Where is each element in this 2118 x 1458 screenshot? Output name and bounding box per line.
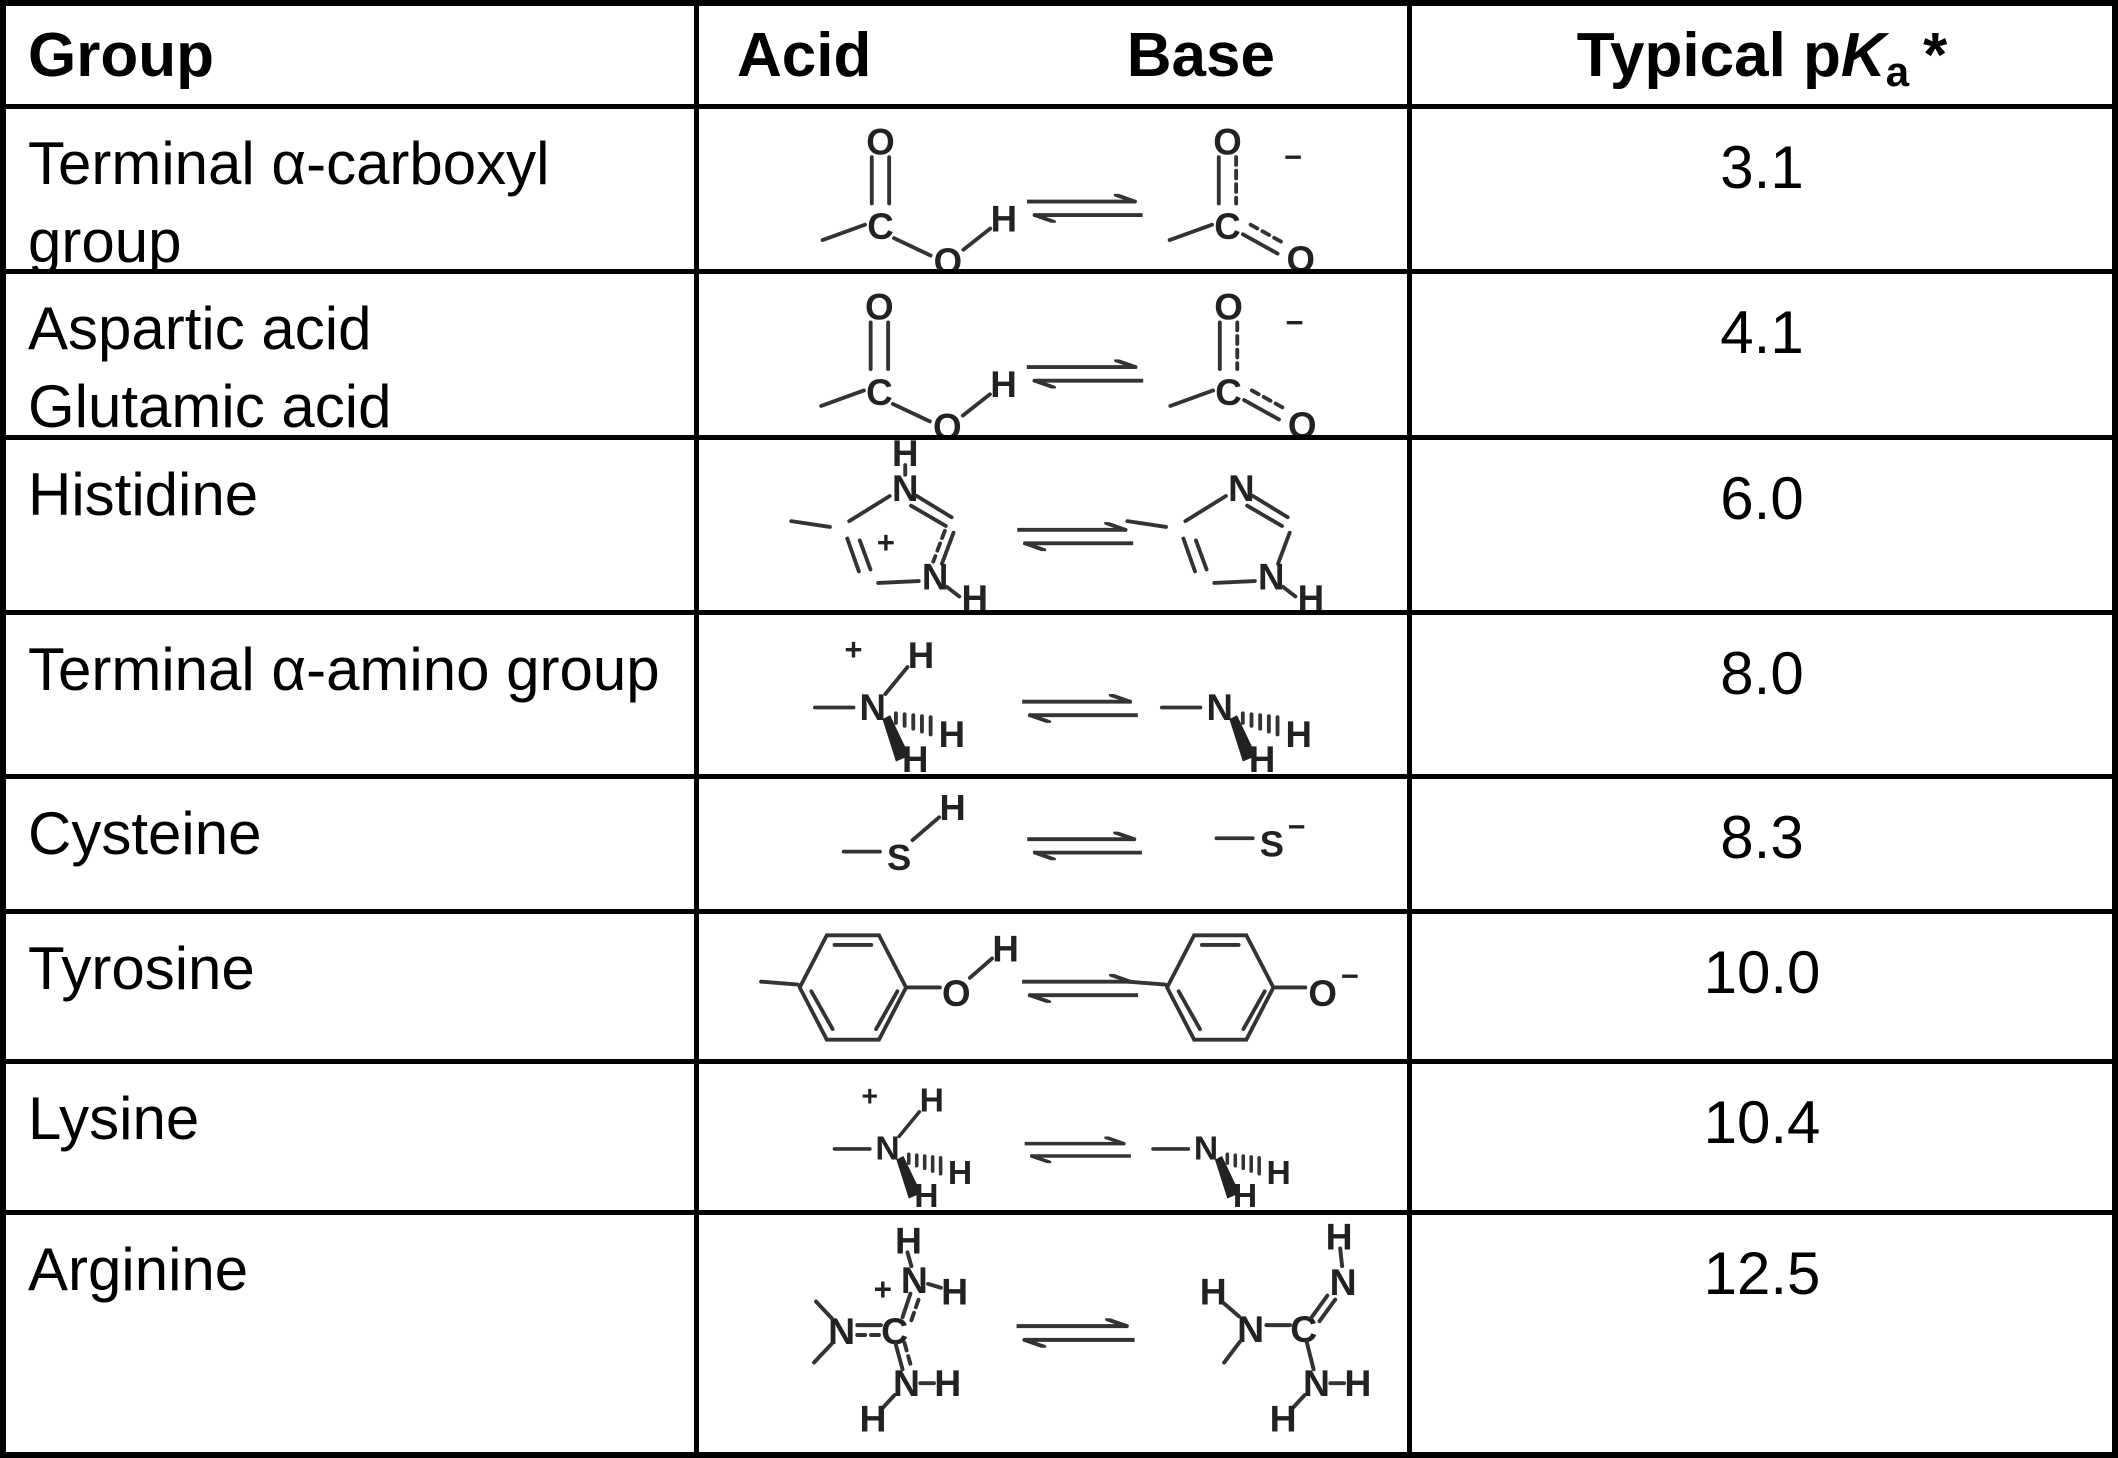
group-label-line: Aspartic acid [28, 295, 372, 362]
pka-cell: 8.3 [1412, 779, 2112, 909]
group-label-line: Histidine [28, 461, 259, 528]
group-cell-arginine: Arginine [6, 1215, 694, 1452]
pka-value: 10.4 [1703, 1089, 1821, 1156]
pka-value: 4.1 [1720, 299, 1804, 366]
group-label-line: Glutamic acid [28, 373, 392, 435]
pka-cell: 10.4 [1412, 1064, 2112, 1210]
group-cell-histidine: Histidine [6, 440, 694, 610]
pka-cell: 6.0 [1412, 440, 2112, 610]
structure-cell-tyrosine [699, 914, 1407, 1059]
imidazole-equilibrium-diagram [699, 440, 1407, 610]
pka-value: 12.5 [1703, 1240, 1821, 1307]
header-pka-prefix: Typical p [1576, 20, 1841, 90]
group-label-line: Arginine [28, 1236, 249, 1303]
carboxyl-equilibrium-diagram [699, 274, 1407, 435]
group-cell-terminal-carboxyl: Terminal α-carboxyl group [6, 109, 694, 269]
pka-cell: 12.5 [1412, 1215, 2112, 1452]
pka-value: 8.3 [1720, 804, 1804, 871]
pka-cell: 3.1 [1412, 109, 2112, 269]
header-group: Group [6, 6, 694, 104]
group-label-line: group [28, 208, 182, 269]
header-acid-base: Acid Base [699, 6, 1407, 104]
header-pka-subscript: a [1885, 48, 1910, 95]
structure-cell-carboxyl [699, 109, 1407, 269]
pka-cell: 4.1 [1412, 274, 2112, 435]
group-label-line: Lysine [28, 1085, 200, 1152]
amino-equilibrium-diagram [699, 615, 1407, 774]
pka-value: 6.0 [1720, 465, 1804, 532]
pka-value: 8.0 [1720, 640, 1804, 707]
pka-cell: 8.0 [1412, 615, 2112, 774]
header-group-label: Group [28, 20, 214, 90]
carboxyl-equilibrium-diagram [699, 109, 1407, 269]
header-acid-label: Acid [737, 20, 872, 90]
pka-cell: 10.0 [1412, 914, 2112, 1059]
guanidinium-equilibrium-diagram [699, 1215, 1407, 1452]
structure-cell-arginine [699, 1215, 1407, 1452]
structure-cell-carboxyl [699, 274, 1407, 435]
group-cell-lysine: Lysine [6, 1064, 694, 1210]
group-label-line: Terminal α-amino group [28, 636, 660, 703]
pka-value: 10.0 [1703, 939, 1821, 1006]
group-label-line: Terminal α-carboxyl [28, 130, 550, 197]
amino-equilibrium-diagram [699, 1064, 1407, 1210]
structure-cell-histidine [699, 440, 1407, 610]
thiol-equilibrium-diagram [699, 779, 1407, 909]
group-label-line: Tyrosine [28, 935, 255, 1002]
group-label-line: Cysteine [28, 800, 262, 867]
structure-cell-cysteine [699, 779, 1407, 909]
pka-value: 3.1 [1720, 134, 1804, 201]
group-cell-terminal-amino: Terminal α-amino group [6, 615, 694, 774]
header-pka-k: K [1840, 20, 1886, 90]
group-cell-tyrosine: Tyrosine [6, 914, 694, 1059]
group-cell-cysteine: Cysteine [6, 779, 694, 909]
phenol-equilibrium-diagram [699, 914, 1407, 1059]
header-pka-asterisk: * [1923, 20, 1948, 90]
structure-cell-amino [699, 1064, 1407, 1210]
group-cell-aspartic-glutamic: Aspartic acid Glutamic acid [6, 274, 694, 435]
header-base-label: Base [1126, 20, 1275, 90]
structure-cell-amino [699, 615, 1407, 774]
